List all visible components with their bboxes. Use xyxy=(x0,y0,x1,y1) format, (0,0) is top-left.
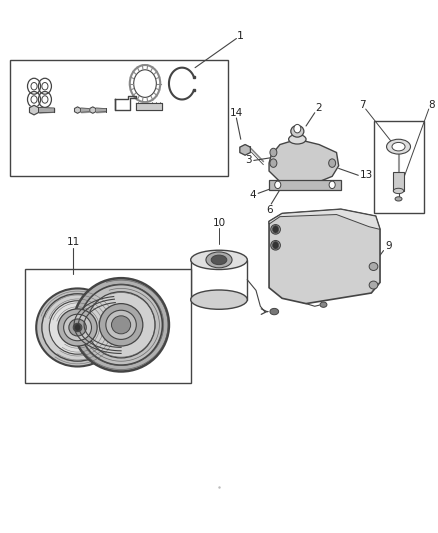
Polygon shape xyxy=(136,103,162,110)
Ellipse shape xyxy=(369,281,378,289)
Ellipse shape xyxy=(191,250,247,270)
Ellipse shape xyxy=(211,255,227,265)
Text: 9: 9 xyxy=(385,241,392,252)
Circle shape xyxy=(270,159,277,167)
Bar xyxy=(393,172,404,191)
Text: 3: 3 xyxy=(245,156,252,165)
Circle shape xyxy=(329,181,335,189)
Text: 7: 7 xyxy=(359,100,366,110)
Ellipse shape xyxy=(112,316,131,334)
Text: 10: 10 xyxy=(212,218,226,228)
Circle shape xyxy=(270,148,277,157)
Circle shape xyxy=(294,124,301,133)
Ellipse shape xyxy=(80,285,162,365)
Polygon shape xyxy=(240,144,251,155)
Circle shape xyxy=(328,159,336,167)
Polygon shape xyxy=(269,139,339,184)
Text: 13: 13 xyxy=(360,171,373,180)
Text: 4: 4 xyxy=(249,190,256,200)
Ellipse shape xyxy=(395,197,402,201)
Text: 1: 1 xyxy=(237,31,244,41)
Ellipse shape xyxy=(369,263,378,270)
Polygon shape xyxy=(74,107,81,114)
Bar xyxy=(269,180,341,190)
Ellipse shape xyxy=(99,304,143,346)
Ellipse shape xyxy=(191,290,247,309)
Polygon shape xyxy=(269,209,380,304)
Circle shape xyxy=(74,324,81,331)
Ellipse shape xyxy=(87,292,155,358)
Ellipse shape xyxy=(73,323,82,332)
Ellipse shape xyxy=(289,134,306,144)
Ellipse shape xyxy=(58,309,97,346)
Ellipse shape xyxy=(64,314,92,341)
Ellipse shape xyxy=(271,240,280,250)
Text: 14: 14 xyxy=(230,108,243,118)
Text: 6: 6 xyxy=(266,205,273,215)
Ellipse shape xyxy=(392,142,405,151)
Text: 11: 11 xyxy=(67,237,80,247)
Ellipse shape xyxy=(36,288,119,367)
Ellipse shape xyxy=(42,294,113,361)
Bar xyxy=(374,120,424,214)
Ellipse shape xyxy=(206,252,232,268)
Ellipse shape xyxy=(393,188,404,193)
Ellipse shape xyxy=(49,301,106,354)
Ellipse shape xyxy=(387,139,410,154)
Ellipse shape xyxy=(106,310,136,340)
Ellipse shape xyxy=(69,319,86,336)
Ellipse shape xyxy=(270,309,279,315)
Text: 2: 2 xyxy=(315,103,321,114)
Circle shape xyxy=(275,181,281,189)
Ellipse shape xyxy=(73,278,169,372)
Polygon shape xyxy=(29,106,39,115)
Polygon shape xyxy=(269,209,380,229)
Ellipse shape xyxy=(291,125,304,137)
Circle shape xyxy=(272,241,279,249)
Ellipse shape xyxy=(320,302,327,308)
Ellipse shape xyxy=(271,224,280,234)
Polygon shape xyxy=(90,107,96,114)
Text: 8: 8 xyxy=(428,100,434,110)
Bar xyxy=(10,60,228,176)
Circle shape xyxy=(272,225,279,233)
Bar xyxy=(25,269,191,383)
